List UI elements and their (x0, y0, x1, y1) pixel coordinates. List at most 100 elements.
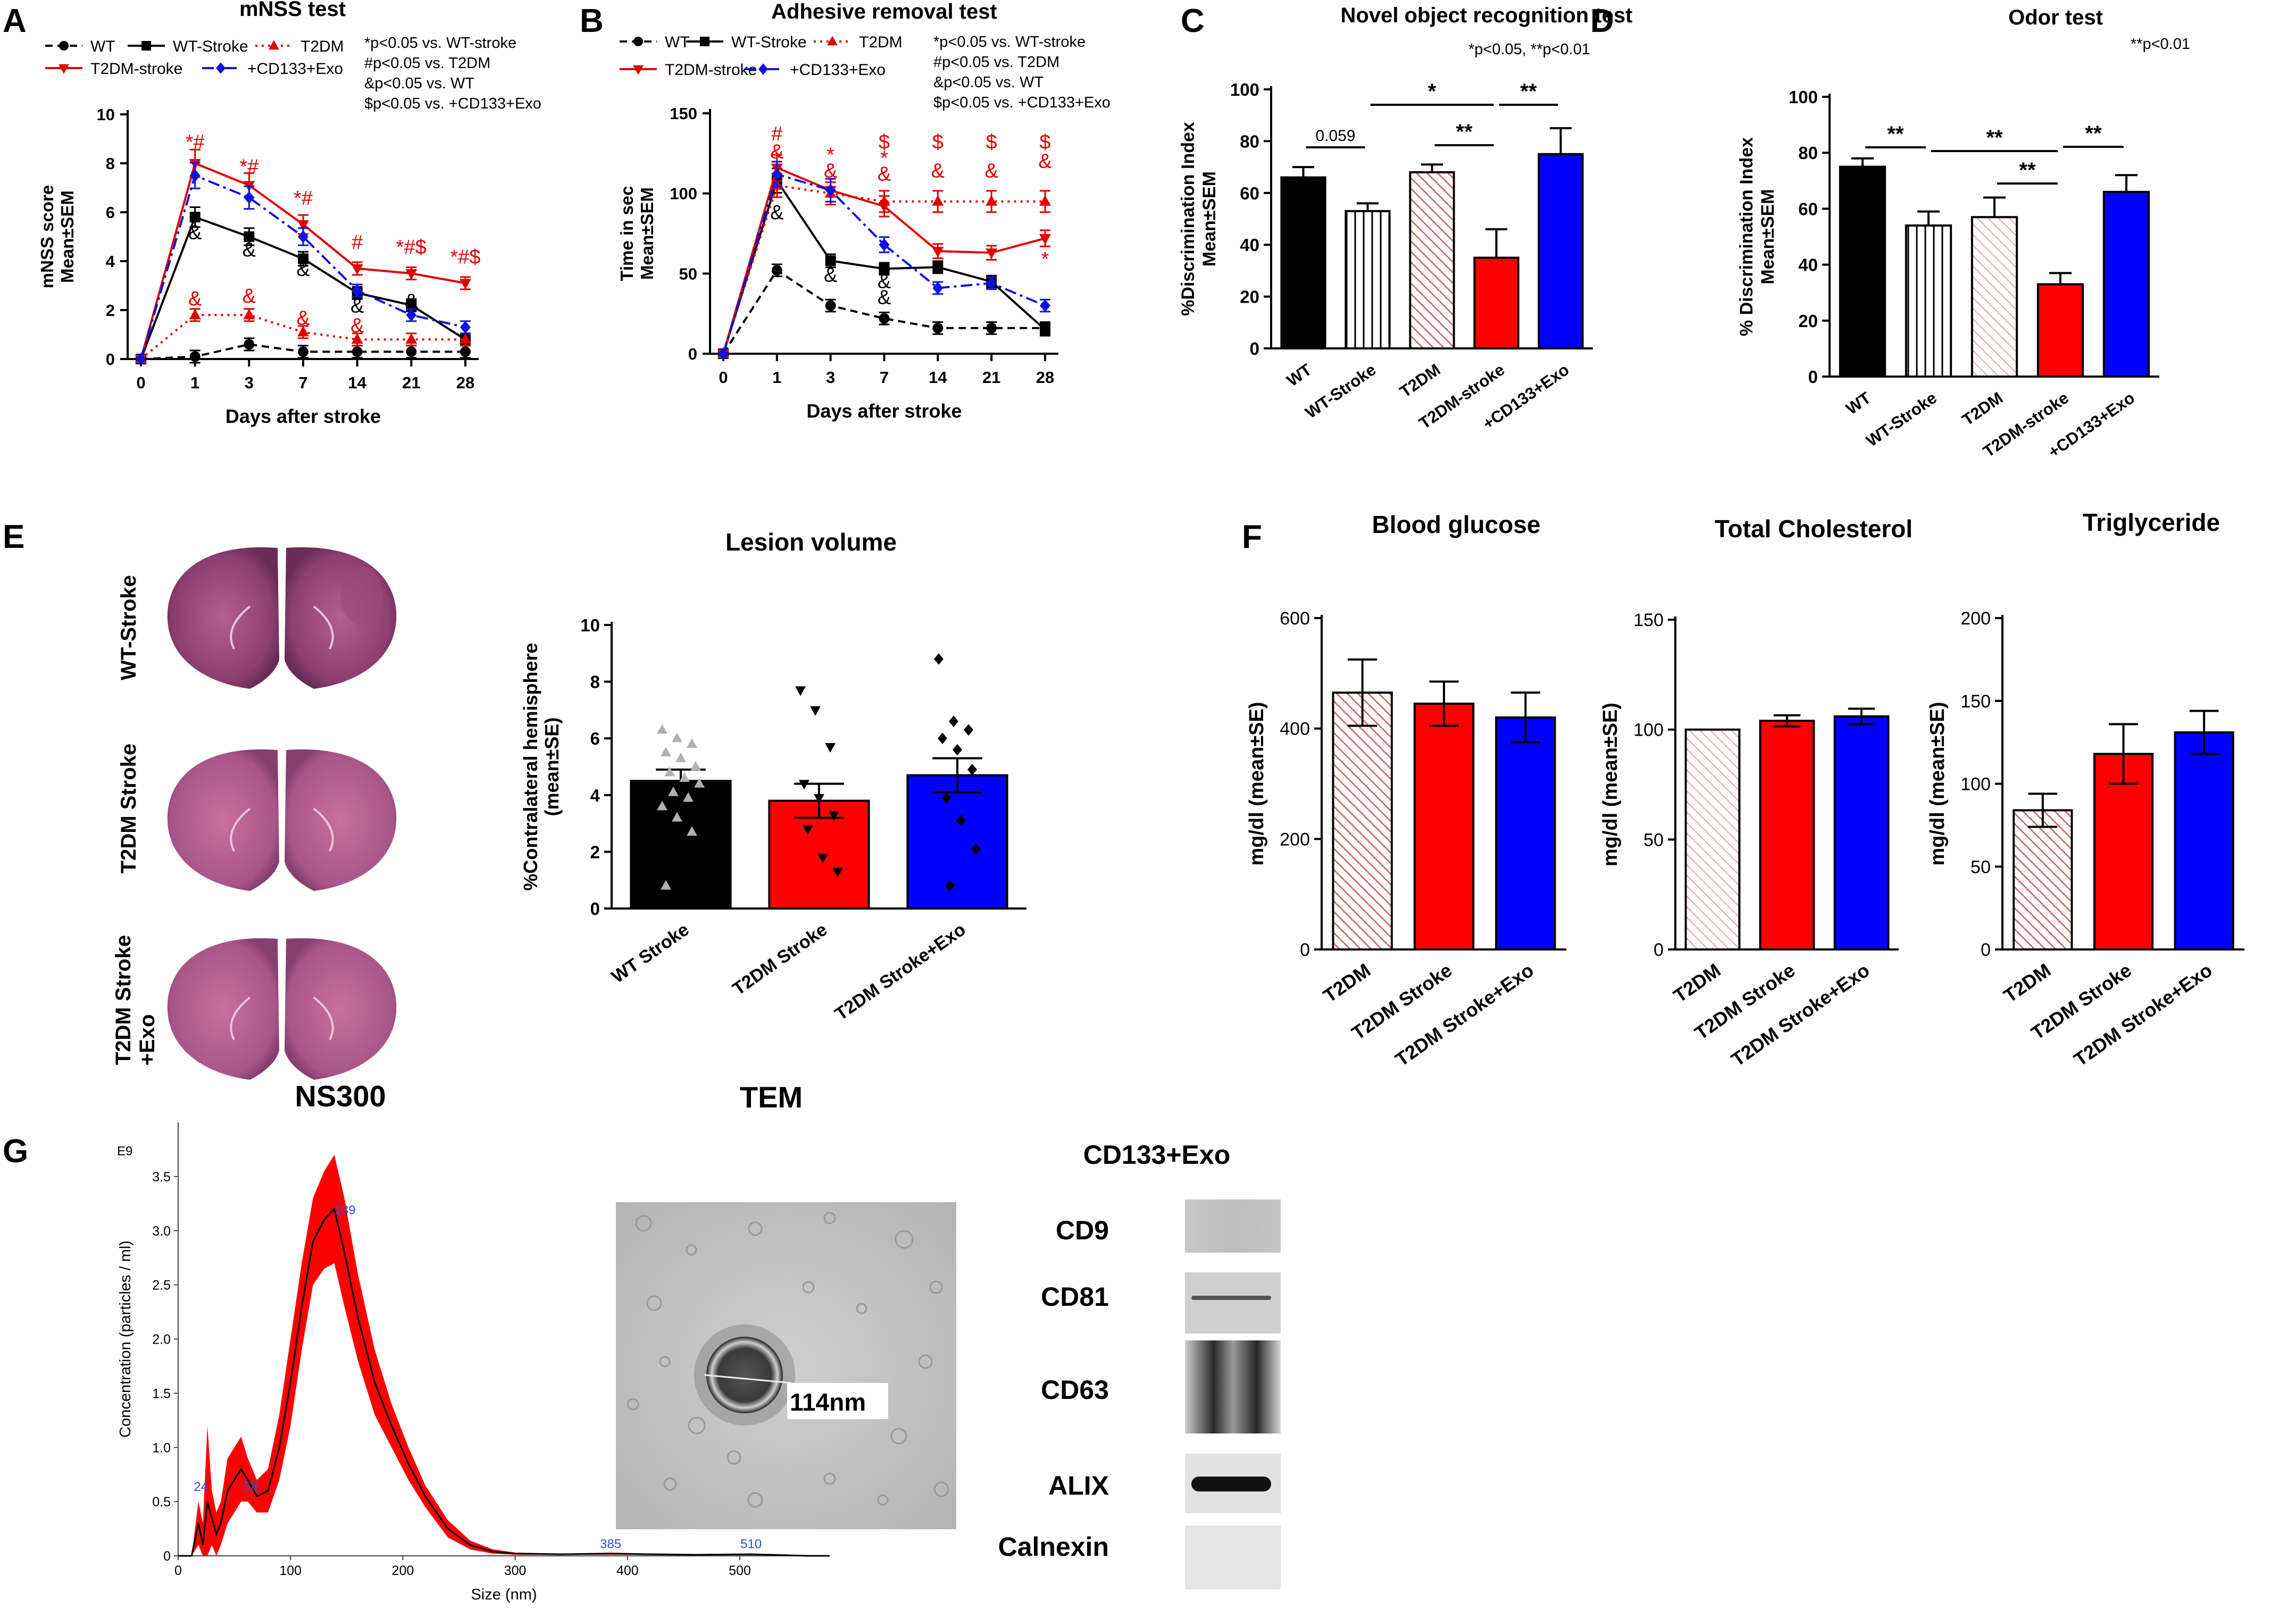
data-point (136, 353, 146, 365)
data-point (879, 238, 890, 252)
y-tick-label: 80 (1240, 131, 1259, 151)
scatter-point (934, 653, 944, 665)
x-tick-label: T2DM Stroke (729, 919, 831, 999)
y-axis-label: Mean±SEM (1758, 189, 1778, 284)
bar-t2dm-stroke-exo (906, 757, 1008, 910)
x-tick-label: T2DM (2000, 959, 2055, 1007)
legend-label: T2DM-stroke (665, 61, 757, 79)
y-tick-label: 4 (590, 786, 600, 805)
scatter-points (934, 653, 981, 892)
data-point (406, 299, 417, 311)
peak-label: 139 (335, 1203, 356, 1218)
chart-title: Adhesive removal test (771, 0, 997, 23)
bar (1839, 165, 1886, 378)
tem-title: TEM (740, 1080, 803, 1114)
bar (906, 774, 1008, 910)
scatter-point (956, 814, 966, 827)
significance-mark: & (824, 160, 837, 182)
data-point (986, 195, 998, 206)
scatter-point (675, 752, 686, 762)
scatter-point (799, 780, 809, 790)
bar--cd133-exo (1538, 127, 1584, 349)
bar-chart-e: Lesion volume 0 2 4 6 8 10 WT Stroke T2DM Stroke… (520, 528, 1026, 1024)
significance-mark: & (770, 202, 783, 224)
ventricle (313, 605, 334, 649)
legend-label: WT (665, 34, 690, 51)
mean-curve (178, 1207, 830, 1557)
line-chart-b: Adhesive removal test WT WT-Stroke T2DM T2DM… (617, 0, 1111, 422)
y-tick-label: 2.5 (152, 1278, 171, 1293)
y-tick-label: 200 (1280, 829, 1310, 849)
bar (1833, 715, 1890, 951)
row-label: WT-Stroke (117, 575, 140, 680)
data-point (932, 281, 944, 295)
axis-exponent: E9 (117, 1144, 132, 1158)
blot-title: CD133+Exo (1083, 1140, 1231, 1170)
y-tick-label: 100 (1230, 80, 1259, 99)
y-tick-label: 2 (590, 842, 600, 862)
significance-mark: & (405, 290, 418, 312)
data-point (879, 263, 890, 274)
right-hemisphere (285, 547, 397, 689)
bracket-label: ** (1887, 122, 1904, 146)
legend-marker (59, 41, 69, 51)
stat-note: $p<0.05 vs. +CD133+Exo (933, 94, 1111, 111)
x-tick-label: 500 (729, 1563, 751, 1578)
y-tick-label: 8 (106, 154, 115, 173)
significance-mark: & (984, 160, 998, 182)
y-tick-label: 20 (1240, 287, 1259, 307)
scatter-point (657, 801, 667, 811)
scatter-point (829, 811, 839, 821)
significance-mark: & (350, 295, 364, 318)
significance-mark: & (878, 270, 891, 293)
data-point (244, 231, 255, 242)
data-point (986, 248, 998, 260)
scatter-points (795, 686, 843, 878)
y-tick-label: 0 (1250, 339, 1259, 359)
panel-letter-d: D (1590, 3, 1614, 39)
x-tick-label: 3 (245, 373, 254, 392)
significance-mark: & (188, 288, 202, 310)
legend-marker (700, 37, 709, 46)
right-hemisphere (285, 938, 397, 1080)
significance-mark: $ (986, 131, 997, 153)
bar-wt-stroke (1345, 202, 1391, 349)
data-point (825, 300, 836, 311)
data-point (879, 313, 890, 324)
background-particle (688, 1416, 706, 1435)
blot-row-cd9: CD9 (1056, 1199, 1281, 1253)
blot-band (1185, 1526, 1281, 1589)
significance-brackets: ** ** ** ** (1865, 122, 2124, 185)
scatter-point (690, 761, 701, 771)
panel-letter-c: C (1181, 3, 1205, 39)
ventricle (230, 996, 251, 1040)
series-t2dm (135, 308, 471, 363)
significance-mark: & (350, 314, 364, 337)
y-tick-label: 0 (106, 350, 115, 369)
legend-marker (216, 62, 226, 74)
y-axis-label: Mean±SEM (1199, 171, 1220, 266)
scatter-point (664, 766, 675, 777)
bar (1413, 702, 1475, 951)
ventricle (313, 996, 334, 1040)
panel-letter-a: A (3, 3, 27, 39)
x-axis-label: Days after stroke (226, 405, 381, 427)
bar (630, 780, 732, 910)
background-particle (663, 1477, 677, 1491)
x-tick-label: WT (1283, 360, 1315, 390)
data-point (986, 277, 997, 290)
data-point (189, 351, 201, 362)
y-tick-label: 400 (1280, 719, 1310, 739)
significance-mark: *#$ (450, 246, 480, 269)
significance-mark: * (826, 144, 834, 166)
bar-t2dm (1332, 658, 1393, 951)
x-tick-label: 200 (392, 1563, 414, 1578)
y-tick-label: 60 (1798, 199, 1818, 219)
y-tick-label: 1.5 (152, 1386, 171, 1401)
data-point (986, 322, 997, 334)
y-axis-label: Time in sec (617, 186, 637, 281)
row-label: +Exo (136, 1014, 159, 1066)
bracket-label: ** (1456, 120, 1473, 144)
y-axis-label: (mean±SE) (541, 718, 563, 816)
